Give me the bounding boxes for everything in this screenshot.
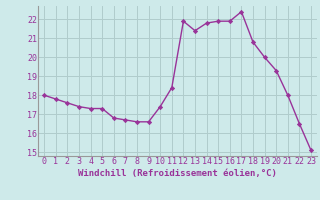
X-axis label: Windchill (Refroidissement éolien,°C): Windchill (Refroidissement éolien,°C): [78, 169, 277, 178]
